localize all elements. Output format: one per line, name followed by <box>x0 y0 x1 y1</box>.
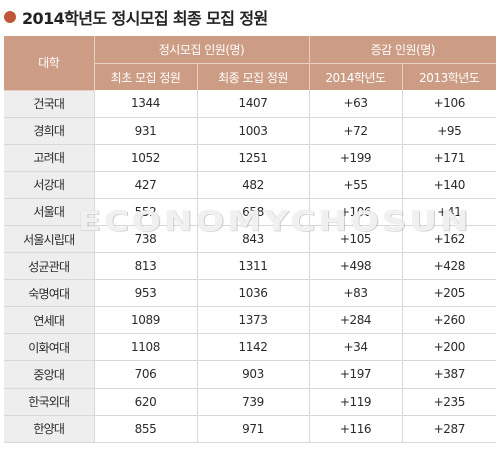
cell-initial: 427 <box>93 171 197 199</box>
cell-final: 971 <box>196 415 309 443</box>
cell-change-2013: +387 <box>401 360 497 389</box>
table-row: 서울대 552 658 +106 +41 <box>4 198 497 226</box>
cell-initial: 1089 <box>93 306 197 335</box>
cell-final: 739 <box>196 388 309 416</box>
cell-univ: 숙명여대 <box>4 279 94 308</box>
cell-change-2013: +41 <box>401 198 497 226</box>
cell-change-2014: +63 <box>308 90 402 118</box>
header-group-recruit: 정시모집 인원(명) <box>93 36 309 64</box>
table-row: 성균관대 813 1311 +498 +428 <box>4 252 497 281</box>
cell-initial: 813 <box>93 252 197 281</box>
cell-univ: 연세대 <box>4 306 94 335</box>
cell-final: 1373 <box>196 306 309 335</box>
admissions-table: 대학 정시모집 인원(명) 증감 인원(명) 최초 모집 정원 최종 모집 정원… <box>4 36 497 443</box>
title-bullet-icon <box>4 11 16 23</box>
cell-change-2013: +162 <box>401 225 497 254</box>
cell-change-2013: +287 <box>401 415 497 443</box>
cell-change-2013: +200 <box>401 333 497 362</box>
cell-change-2013: +428 <box>401 252 497 281</box>
cell-change-2013: +95 <box>401 117 497 145</box>
cell-final: 658 <box>196 198 309 226</box>
cell-final: 1407 <box>196 90 309 118</box>
table-row: 한양대 855 971 +116 +287 <box>4 415 497 443</box>
cell-univ: 이화여대 <box>4 333 94 362</box>
table-row: 서울시립대 738 843 +105 +162 <box>4 225 497 254</box>
cell-change-2013: +140 <box>401 171 497 199</box>
cell-change-2014: +116 <box>308 415 402 443</box>
cell-univ: 고려대 <box>4 144 94 172</box>
cell-univ: 경희대 <box>4 117 94 145</box>
header-univ: 대학 <box>4 36 94 91</box>
cell-initial: 1344 <box>93 90 197 118</box>
table-row: 숙명여대 953 1036 +83 +205 <box>4 279 497 308</box>
cell-change-2014: +106 <box>308 198 402 226</box>
cell-change-2014: +105 <box>308 225 402 254</box>
cell-initial: 552 <box>93 198 197 226</box>
cell-change-2014: +119 <box>308 388 402 416</box>
table-row: 이화여대 1108 1142 +34 +200 <box>4 333 497 362</box>
table-row: 경희대 931 1003 +72 +95 <box>4 117 497 145</box>
header-change-2014: 2014학년도 <box>308 63 402 90</box>
cell-initial: 706 <box>93 360 197 389</box>
cell-change-2013: +106 <box>401 90 497 118</box>
cell-univ: 서강대 <box>4 171 94 199</box>
cell-initial: 931 <box>93 117 197 145</box>
cell-initial: 953 <box>93 279 197 308</box>
table-row: 연세대 1089 1373 +284 +260 <box>4 306 497 335</box>
cell-final: 1311 <box>196 252 309 281</box>
cell-change-2013: +205 <box>401 279 497 308</box>
cell-change-2013: +235 <box>401 388 497 416</box>
cell-final: 1036 <box>196 279 309 308</box>
cell-change-2014: +284 <box>308 306 402 335</box>
cell-univ: 성균관대 <box>4 252 94 281</box>
cell-univ: 중앙대 <box>4 360 94 389</box>
cell-change-2014: +34 <box>308 333 402 362</box>
header-final: 최종 모집 정원 <box>196 63 309 90</box>
cell-change-2014: +72 <box>308 117 402 145</box>
cell-initial: 855 <box>93 415 197 443</box>
cell-change-2013: +171 <box>401 144 497 172</box>
cell-change-2014: +55 <box>308 171 402 199</box>
cell-initial: 1108 <box>93 333 197 362</box>
cell-univ: 한국외대 <box>4 388 94 416</box>
table-row: 서강대 427 482 +55 +140 <box>4 171 497 199</box>
cell-initial: 1052 <box>93 144 197 172</box>
page-title: 2014학년도 정시모집 최종 모집 정원 <box>22 9 268 28</box>
cell-final: 482 <box>196 171 309 199</box>
table-row: 고려대 1052 1251 +199 +171 <box>4 144 497 172</box>
cell-final: 1251 <box>196 144 309 172</box>
header-initial: 최초 모집 정원 <box>93 63 197 90</box>
header-group-change: 증감 인원(명) <box>308 36 497 64</box>
table-row: 건국대 1344 1407 +63 +106 <box>4 90 497 118</box>
cell-final: 1003 <box>196 117 309 145</box>
cell-initial: 620 <box>93 388 197 416</box>
header-change-2013: 2013학년도 <box>401 63 497 90</box>
cell-univ: 서울시립대 <box>4 225 94 254</box>
table-body: 건국대 1344 1407 +63 +106 경희대 931 1003 +72 +95 고려대 105… <box>4 90 497 443</box>
table-row: 중앙대 706 903 +197 +387 <box>4 360 497 389</box>
cell-final: 903 <box>196 360 309 389</box>
cell-univ: 서울대 <box>4 198 94 226</box>
cell-final: 843 <box>196 225 309 254</box>
cell-change-2014: +197 <box>308 360 402 389</box>
cell-univ: 건국대 <box>4 90 94 118</box>
title-row: 2014학년도 정시모집 최종 모집 정원 <box>4 6 268 28</box>
table-row: 한국외대 620 739 +119 +235 <box>4 388 497 416</box>
cell-change-2014: +199 <box>308 144 402 172</box>
cell-change-2013: +260 <box>401 306 497 335</box>
cell-final: 1142 <box>196 333 309 362</box>
cell-initial: 738 <box>93 225 197 254</box>
cell-change-2014: +83 <box>308 279 402 308</box>
cell-change-2014: +498 <box>308 252 402 281</box>
cell-univ: 한양대 <box>4 415 94 443</box>
